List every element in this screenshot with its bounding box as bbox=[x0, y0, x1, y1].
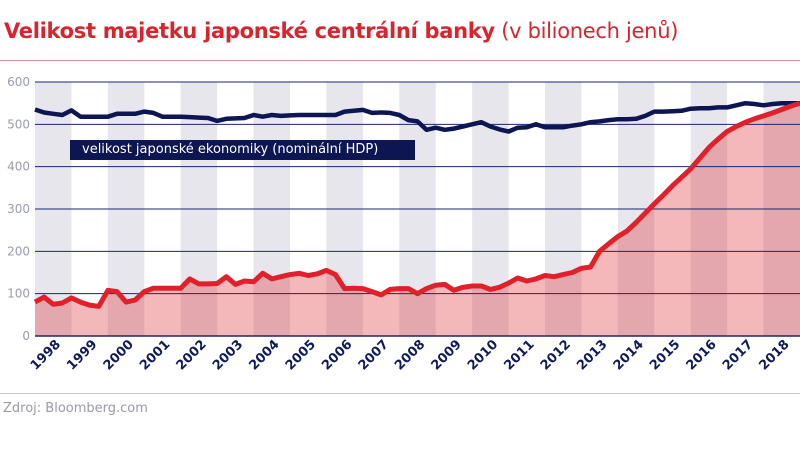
y-tick-label: 0 bbox=[22, 329, 30, 343]
x-tick-label: 2001 bbox=[137, 337, 173, 373]
x-tick-label: 2012 bbox=[538, 337, 574, 373]
title-divider bbox=[0, 60, 800, 61]
x-tick-label: 2006 bbox=[319, 337, 355, 373]
gdp-line bbox=[34, 100, 800, 134]
y-tick-label: 500 bbox=[7, 117, 30, 131]
chart-title: Velikost majetku japonské centrální bank… bbox=[4, 19, 678, 43]
x-tick-label: 2004 bbox=[246, 337, 282, 373]
x-tick-label: 2014 bbox=[611, 337, 647, 373]
x-tick-label: 2017 bbox=[720, 337, 756, 373]
x-tick-label: 2005 bbox=[283, 337, 319, 373]
y-tick-label: 300 bbox=[7, 202, 30, 216]
x-tick-label: 1998 bbox=[28, 337, 64, 373]
y-tick-label: 600 bbox=[7, 75, 30, 89]
x-tick-label: 2003 bbox=[210, 337, 246, 373]
bank-line bbox=[33, 100, 800, 309]
x-tick-label: 1999 bbox=[64, 337, 100, 373]
y-tick-label: 200 bbox=[7, 244, 30, 258]
x-tick-label: 2015 bbox=[647, 337, 683, 373]
footer-divider bbox=[0, 393, 800, 394]
x-tick-label: 2010 bbox=[465, 337, 501, 373]
x-tick-label: 2016 bbox=[684, 337, 720, 373]
y-tick-label: 400 bbox=[7, 160, 30, 174]
x-tick-label: 2011 bbox=[501, 337, 537, 373]
x-tick-label: 2013 bbox=[574, 337, 610, 373]
source-note: Zdroj: Bloomberg.com bbox=[3, 401, 148, 416]
x-tick-label: 2000 bbox=[101, 337, 137, 373]
title-unit: (v bilionech jenů) bbox=[501, 19, 679, 43]
x-tick-label: 2009 bbox=[429, 337, 465, 373]
title-main: Velikost majetku japonské centrální bank… bbox=[4, 19, 495, 43]
x-tick-label: 2002 bbox=[174, 337, 210, 373]
x-tick-label: 2018 bbox=[756, 337, 792, 373]
x-tick-label: 2008 bbox=[392, 337, 428, 373]
y-tick-label: 100 bbox=[7, 287, 30, 301]
legend-gdp: velikost japonské ekonomiky (nominální H… bbox=[70, 140, 415, 160]
x-tick-label: 2007 bbox=[356, 337, 392, 373]
